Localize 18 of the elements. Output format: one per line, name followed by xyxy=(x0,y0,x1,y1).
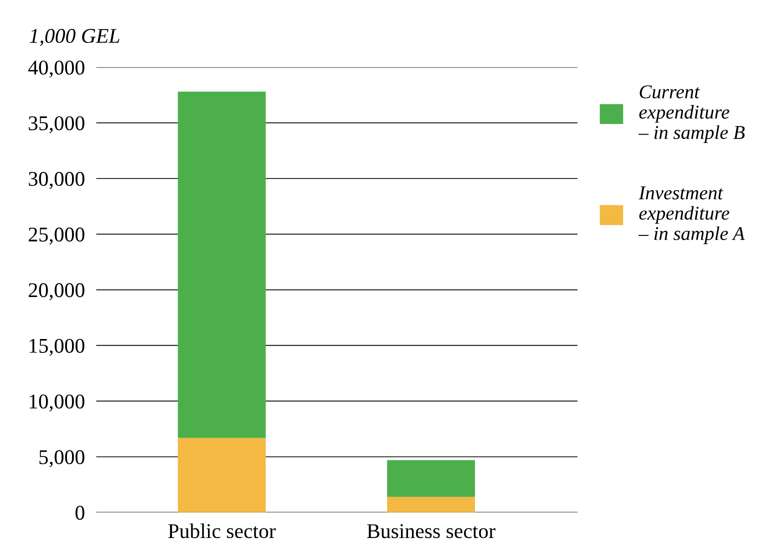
y-tick-label: 35,000 xyxy=(28,116,84,134)
y-tick-label: 0 xyxy=(76,506,84,520)
y-tick-label: 15,000 xyxy=(30,338,84,356)
y-tick-label: 30,000 xyxy=(28,172,84,189)
bar xyxy=(387,460,475,497)
x-tick-label: Public sector xyxy=(168,524,276,538)
legend-label: Investment expenditure – in sample A xyxy=(638,186,745,244)
bar xyxy=(178,92,266,438)
y-tick-label: 25,000 xyxy=(28,228,84,245)
bar xyxy=(387,496,475,512)
x-tick-label: Business sector xyxy=(367,524,496,538)
legend-label: Current expenditure – in sample B xyxy=(638,85,745,143)
y-tick-label: 40,000 xyxy=(28,60,84,78)
y-tick-label: 20,000 xyxy=(28,283,84,300)
y-axis-title: 1,000 GEL xyxy=(30,28,120,46)
y-tick-label: 10,000 xyxy=(30,394,84,412)
y-tick-label: 5,000 xyxy=(39,450,84,468)
bar xyxy=(178,438,266,512)
